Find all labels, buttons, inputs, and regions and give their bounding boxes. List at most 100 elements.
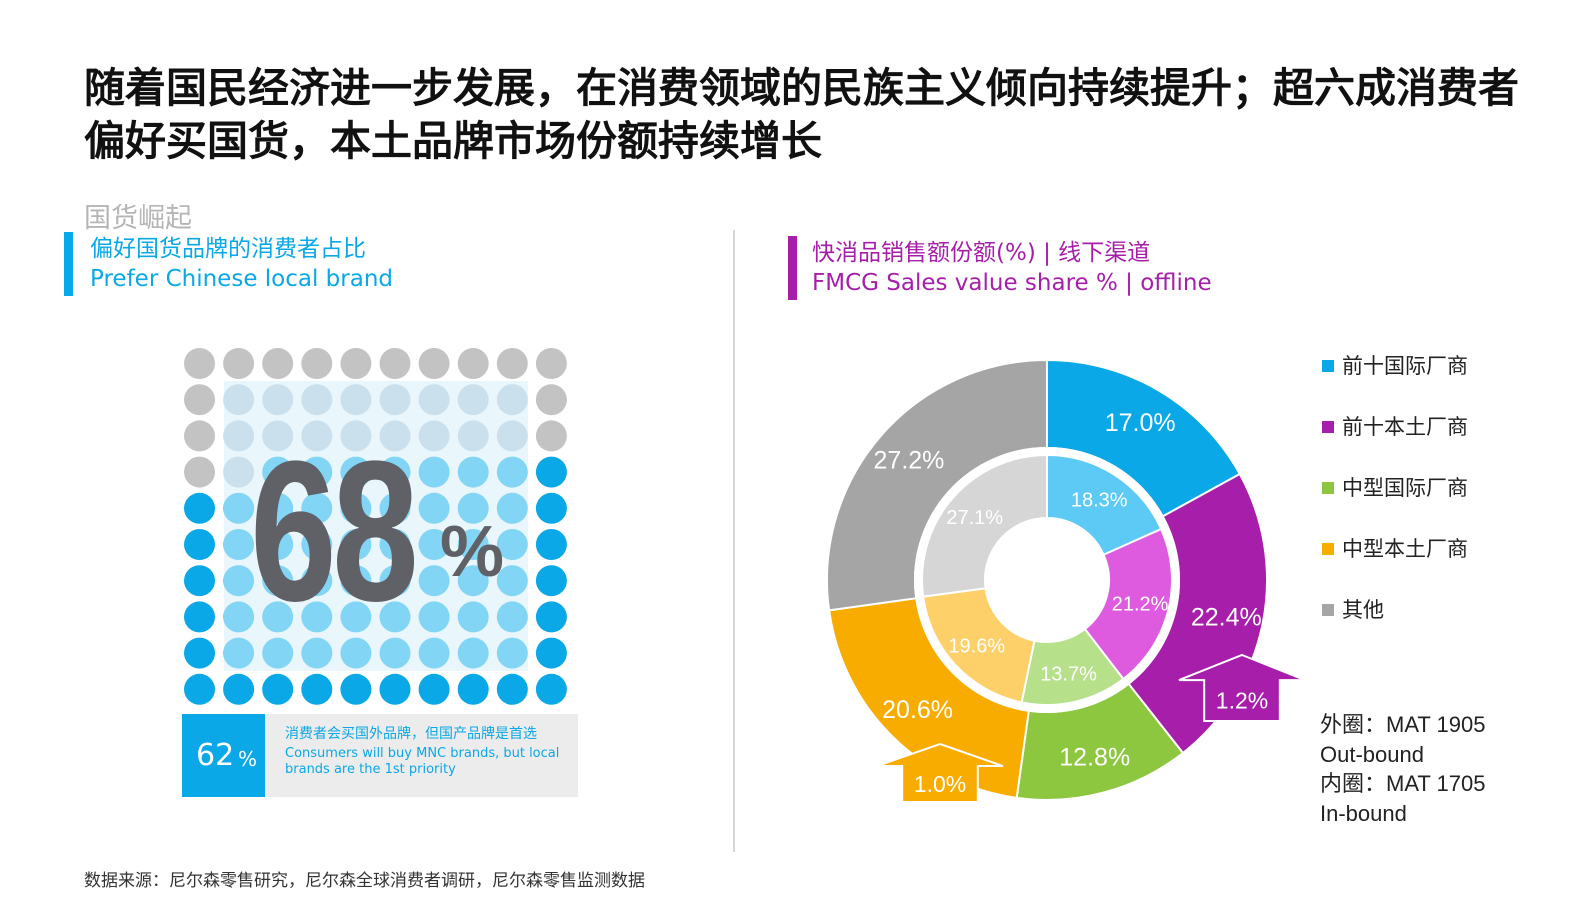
grey-dot bbox=[379, 348, 411, 379]
inner-ring-label: 21.2% bbox=[1112, 593, 1169, 615]
big-percentage-value: 68 bbox=[250, 420, 419, 643]
blue-dot bbox=[301, 456, 333, 488]
grey-dot bbox=[262, 420, 294, 452]
legend-item: 中型国际厂商 bbox=[1322, 474, 1468, 502]
blue-dot bbox=[379, 492, 411, 524]
blue-dot bbox=[535, 456, 567, 488]
note-line: In-bound bbox=[1320, 800, 1407, 826]
blue-dot bbox=[379, 673, 411, 705]
grey-dot bbox=[340, 348, 372, 379]
blue-dot bbox=[223, 492, 255, 524]
grey-dot bbox=[535, 420, 567, 452]
legend-swatch bbox=[1322, 482, 1334, 494]
change-arrow bbox=[1178, 653, 1306, 722]
inner-ring-label: 19.6% bbox=[948, 635, 1005, 657]
blue-dot bbox=[301, 492, 333, 524]
blue-dot bbox=[262, 673, 294, 705]
legend-item: 其他 bbox=[1322, 596, 1384, 624]
grey-dot bbox=[457, 348, 489, 379]
blue-dot bbox=[457, 565, 489, 597]
blue-dot bbox=[340, 492, 372, 524]
grey-dot bbox=[184, 384, 215, 416]
change-arrow-label: 1.0% bbox=[914, 771, 966, 797]
grey-dot bbox=[184, 348, 215, 379]
blue-dot bbox=[457, 673, 489, 705]
inner-ring-slice bbox=[1083, 527, 1173, 681]
grey-dot bbox=[301, 348, 333, 379]
inner-ring-label: 13.7% bbox=[1040, 664, 1097, 686]
blue-dot bbox=[496, 456, 528, 488]
blue-dot bbox=[184, 601, 215, 633]
blue-dot bbox=[457, 637, 489, 669]
legend-label: 前十本土厂商 bbox=[1342, 415, 1468, 439]
right-subtitle-cn: 快消品销售额份额(%) | 线下渠道 bbox=[812, 240, 1151, 266]
legend-label: 前十国际厂商 bbox=[1342, 354, 1468, 378]
blue-dot bbox=[340, 565, 372, 597]
grey-dot bbox=[223, 456, 255, 488]
legend-label: 中型国际厂商 bbox=[1342, 476, 1468, 500]
dot-matrix bbox=[184, 348, 567, 705]
blue-dot bbox=[457, 529, 489, 560]
big-percentage-unit: % bbox=[440, 512, 505, 592]
legend-swatch bbox=[1322, 360, 1334, 372]
legend-swatch bbox=[1322, 421, 1334, 433]
callout-text-cn: 消费者会买国外品牌，但国产品牌是首选 bbox=[285, 726, 537, 742]
blue-dot bbox=[496, 565, 528, 597]
ring-note: 外圈：MAT 1905 Out-bound 内圈：MAT 1705 In-bou… bbox=[1320, 710, 1485, 828]
blue-dot bbox=[262, 492, 294, 524]
blue-dot bbox=[496, 673, 528, 705]
grey-dot bbox=[379, 384, 411, 416]
grey-dot bbox=[379, 420, 411, 452]
donut-hole bbox=[986, 519, 1108, 641]
legend-item: 前十国际厂商 bbox=[1322, 352, 1468, 380]
outer-ring-label: 27.2% bbox=[874, 447, 945, 475]
blue-dot bbox=[457, 456, 489, 488]
legend-swatch bbox=[1322, 543, 1334, 555]
blue-dot bbox=[340, 529, 372, 560]
blue-dot bbox=[262, 529, 294, 560]
blue-dot bbox=[535, 565, 567, 597]
note-line: 外圈：MAT 1905 bbox=[1320, 712, 1486, 737]
inner-ring-slice bbox=[1046, 453, 1163, 557]
grey-dot bbox=[340, 384, 372, 416]
outer-ring-label: 22.4% bbox=[1191, 603, 1262, 631]
blue-dot bbox=[301, 529, 333, 560]
grey-dot bbox=[223, 384, 255, 416]
blue-dot bbox=[262, 456, 294, 488]
blue-dot bbox=[184, 529, 215, 560]
blue-dot bbox=[223, 529, 255, 560]
left-subtitle-en: Prefer Chinese local brand bbox=[90, 266, 394, 292]
grey-dot bbox=[496, 420, 528, 452]
change-arrow bbox=[876, 742, 1004, 803]
blue-dot bbox=[184, 565, 215, 597]
blue-dot bbox=[379, 601, 411, 633]
blue-dot bbox=[418, 565, 450, 597]
legend-swatch bbox=[1322, 604, 1334, 616]
data-source: 数据来源：尼尔森零售研究，尼尔森全球消费者调研，尼尔森零售监测数据 bbox=[84, 871, 645, 891]
blue-dot bbox=[418, 637, 450, 669]
grey-dot bbox=[301, 420, 333, 452]
callout-value-box bbox=[182, 714, 265, 797]
blue-dot bbox=[301, 673, 333, 705]
inner-ring-label: 18.3% bbox=[1071, 489, 1128, 511]
blue-dot bbox=[418, 601, 450, 633]
grey-dot bbox=[457, 384, 489, 416]
blue-dot bbox=[535, 492, 567, 524]
left-accent-bar bbox=[64, 232, 73, 296]
blue-dot bbox=[340, 637, 372, 669]
grey-dot bbox=[418, 420, 450, 452]
callout-value: 62 bbox=[196, 738, 235, 773]
blue-dot bbox=[340, 601, 372, 633]
callout-unit: % bbox=[238, 747, 258, 771]
blue-dot bbox=[496, 492, 528, 524]
grey-dot bbox=[184, 420, 215, 452]
blue-dot bbox=[184, 637, 215, 669]
donut-chart: 17.0% 22.4% 12.8% 20.6% 27.2% 18.3% 21.2% 13.7%… bbox=[826, 358, 1306, 803]
blue-dot bbox=[223, 565, 255, 597]
grey-dot bbox=[418, 348, 450, 379]
grey-dot bbox=[184, 456, 215, 488]
blue-dot bbox=[535, 673, 567, 705]
blue-dot bbox=[184, 673, 215, 705]
blue-dot bbox=[418, 529, 450, 560]
panel-divider bbox=[733, 230, 735, 852]
